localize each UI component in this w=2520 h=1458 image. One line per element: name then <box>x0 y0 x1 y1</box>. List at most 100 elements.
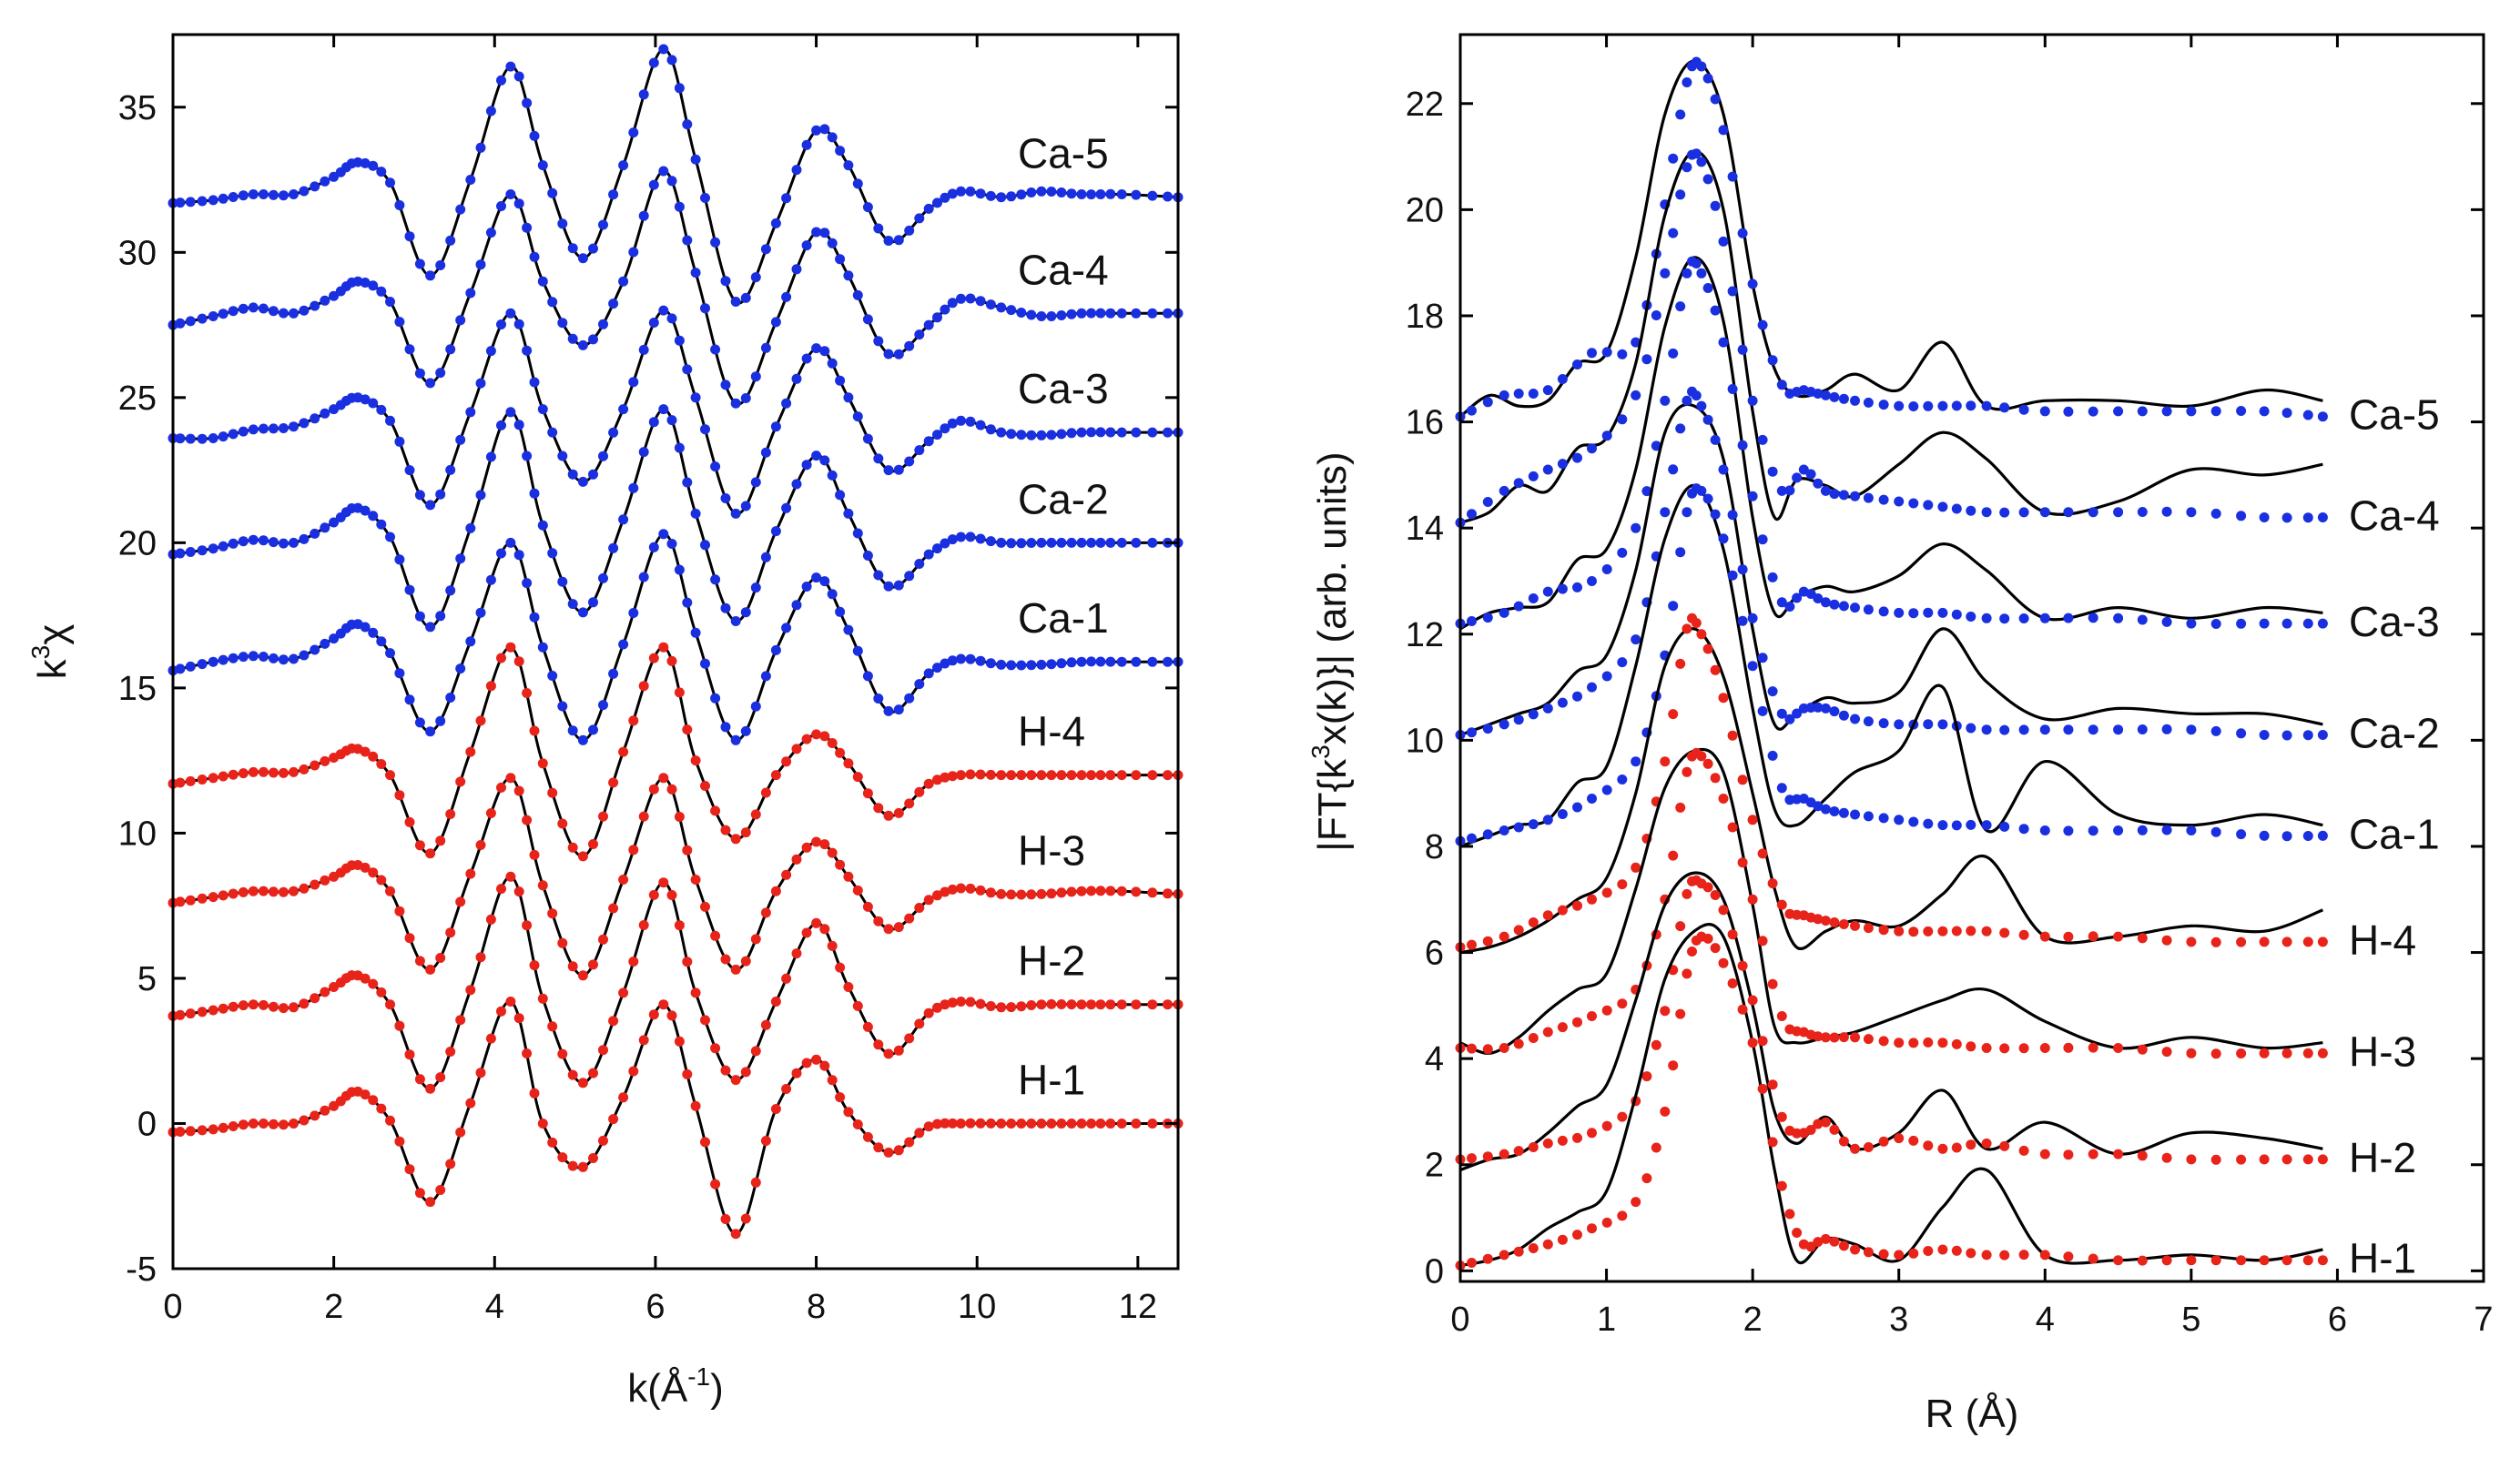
data-point <box>1499 1043 1509 1053</box>
data-point <box>385 297 395 307</box>
data-point <box>1116 189 1127 199</box>
data-point <box>648 653 659 663</box>
data-point <box>1675 547 1686 558</box>
data-point <box>648 57 659 68</box>
data-point <box>1805 469 1816 480</box>
data-point <box>385 648 395 659</box>
data-point <box>1046 430 1057 440</box>
data-point <box>299 650 310 661</box>
data-point <box>1923 1246 1934 1256</box>
data-point <box>740 607 751 618</box>
data-point <box>445 464 456 475</box>
data-point <box>628 482 639 493</box>
data-point <box>1820 804 1831 815</box>
data-point <box>1542 910 1553 921</box>
data-point <box>740 725 751 736</box>
data-point <box>862 1131 873 1142</box>
data-point <box>2137 507 2148 517</box>
data-point <box>923 1007 934 1018</box>
data-point <box>770 644 781 655</box>
data-point <box>425 1083 436 1094</box>
data-point <box>1557 374 1568 384</box>
data-point <box>577 1161 588 1172</box>
data-point <box>1116 427 1127 438</box>
data-point <box>299 764 310 775</box>
fit-line <box>1459 256 2323 631</box>
data-point <box>228 1001 239 1012</box>
data-point <box>547 297 558 308</box>
data-point <box>537 993 548 1004</box>
data-point <box>835 962 846 973</box>
data-point <box>1163 191 1173 202</box>
fit-line <box>1459 149 2323 524</box>
data-point <box>465 868 476 879</box>
data-point <box>1467 1258 1477 1268</box>
left-series-label: Ca-4 <box>1018 246 1109 293</box>
data-point <box>1696 157 1707 167</box>
data-point <box>529 725 540 736</box>
data-point <box>218 541 229 552</box>
data-point <box>819 124 830 135</box>
data-point <box>1467 727 1477 738</box>
data-point <box>883 581 894 592</box>
data-point <box>368 511 379 521</box>
data-point <box>996 427 1007 438</box>
data-point <box>618 875 629 885</box>
data-point <box>577 339 588 350</box>
data-point <box>750 809 761 820</box>
data-point <box>2088 1149 2098 1159</box>
data-point <box>819 576 830 587</box>
data-point <box>465 985 476 996</box>
data-point <box>648 417 659 428</box>
data-point <box>1086 770 1097 781</box>
data-point <box>2039 1250 2050 1261</box>
data-point <box>638 681 649 692</box>
data-point <box>414 258 425 269</box>
data-point <box>1131 308 1142 319</box>
data-point <box>577 734 588 745</box>
data-point <box>352 157 363 167</box>
data-point <box>618 746 629 757</box>
data-point <box>2259 730 2270 740</box>
data-point <box>1046 1119 1057 1129</box>
data-point <box>1105 1119 1116 1129</box>
data-point <box>485 451 496 462</box>
data-point <box>1702 758 1713 769</box>
data-point <box>648 542 659 552</box>
data-point <box>1747 278 1758 289</box>
data-point <box>505 189 516 199</box>
data-point <box>1086 886 1097 896</box>
right-x-tick-label: 2 <box>1743 1301 1763 1339</box>
data-point <box>1710 773 1721 784</box>
data-point <box>268 653 279 663</box>
data-point <box>1999 927 2010 938</box>
data-point <box>513 656 524 667</box>
data-point <box>598 219 608 230</box>
data-point <box>1863 492 1874 503</box>
data-point <box>1981 724 1992 735</box>
data-point <box>1086 189 1097 200</box>
data-point <box>228 538 239 549</box>
data-point <box>1702 933 1713 944</box>
data-point <box>1026 1119 1037 1129</box>
data-point <box>425 270 436 281</box>
data-point <box>710 693 721 704</box>
data-point <box>1026 430 1037 440</box>
data-point <box>485 106 496 116</box>
data-point <box>1499 719 1509 730</box>
right-series-label: Ca-1 <box>2349 810 2440 857</box>
data-point <box>648 784 659 795</box>
data-point <box>996 1119 1007 1129</box>
data-point <box>360 746 371 757</box>
data-point <box>547 427 558 438</box>
data-point <box>1572 802 1582 813</box>
data-point <box>1710 94 1721 105</box>
data-point <box>2236 511 2247 521</box>
data-point <box>218 771 229 782</box>
data-point <box>1691 258 1702 268</box>
data-point <box>360 278 371 288</box>
data-point <box>700 1015 710 1026</box>
data-point <box>1105 427 1116 438</box>
data-point <box>2039 613 2050 623</box>
data-point <box>2259 1048 2270 1058</box>
